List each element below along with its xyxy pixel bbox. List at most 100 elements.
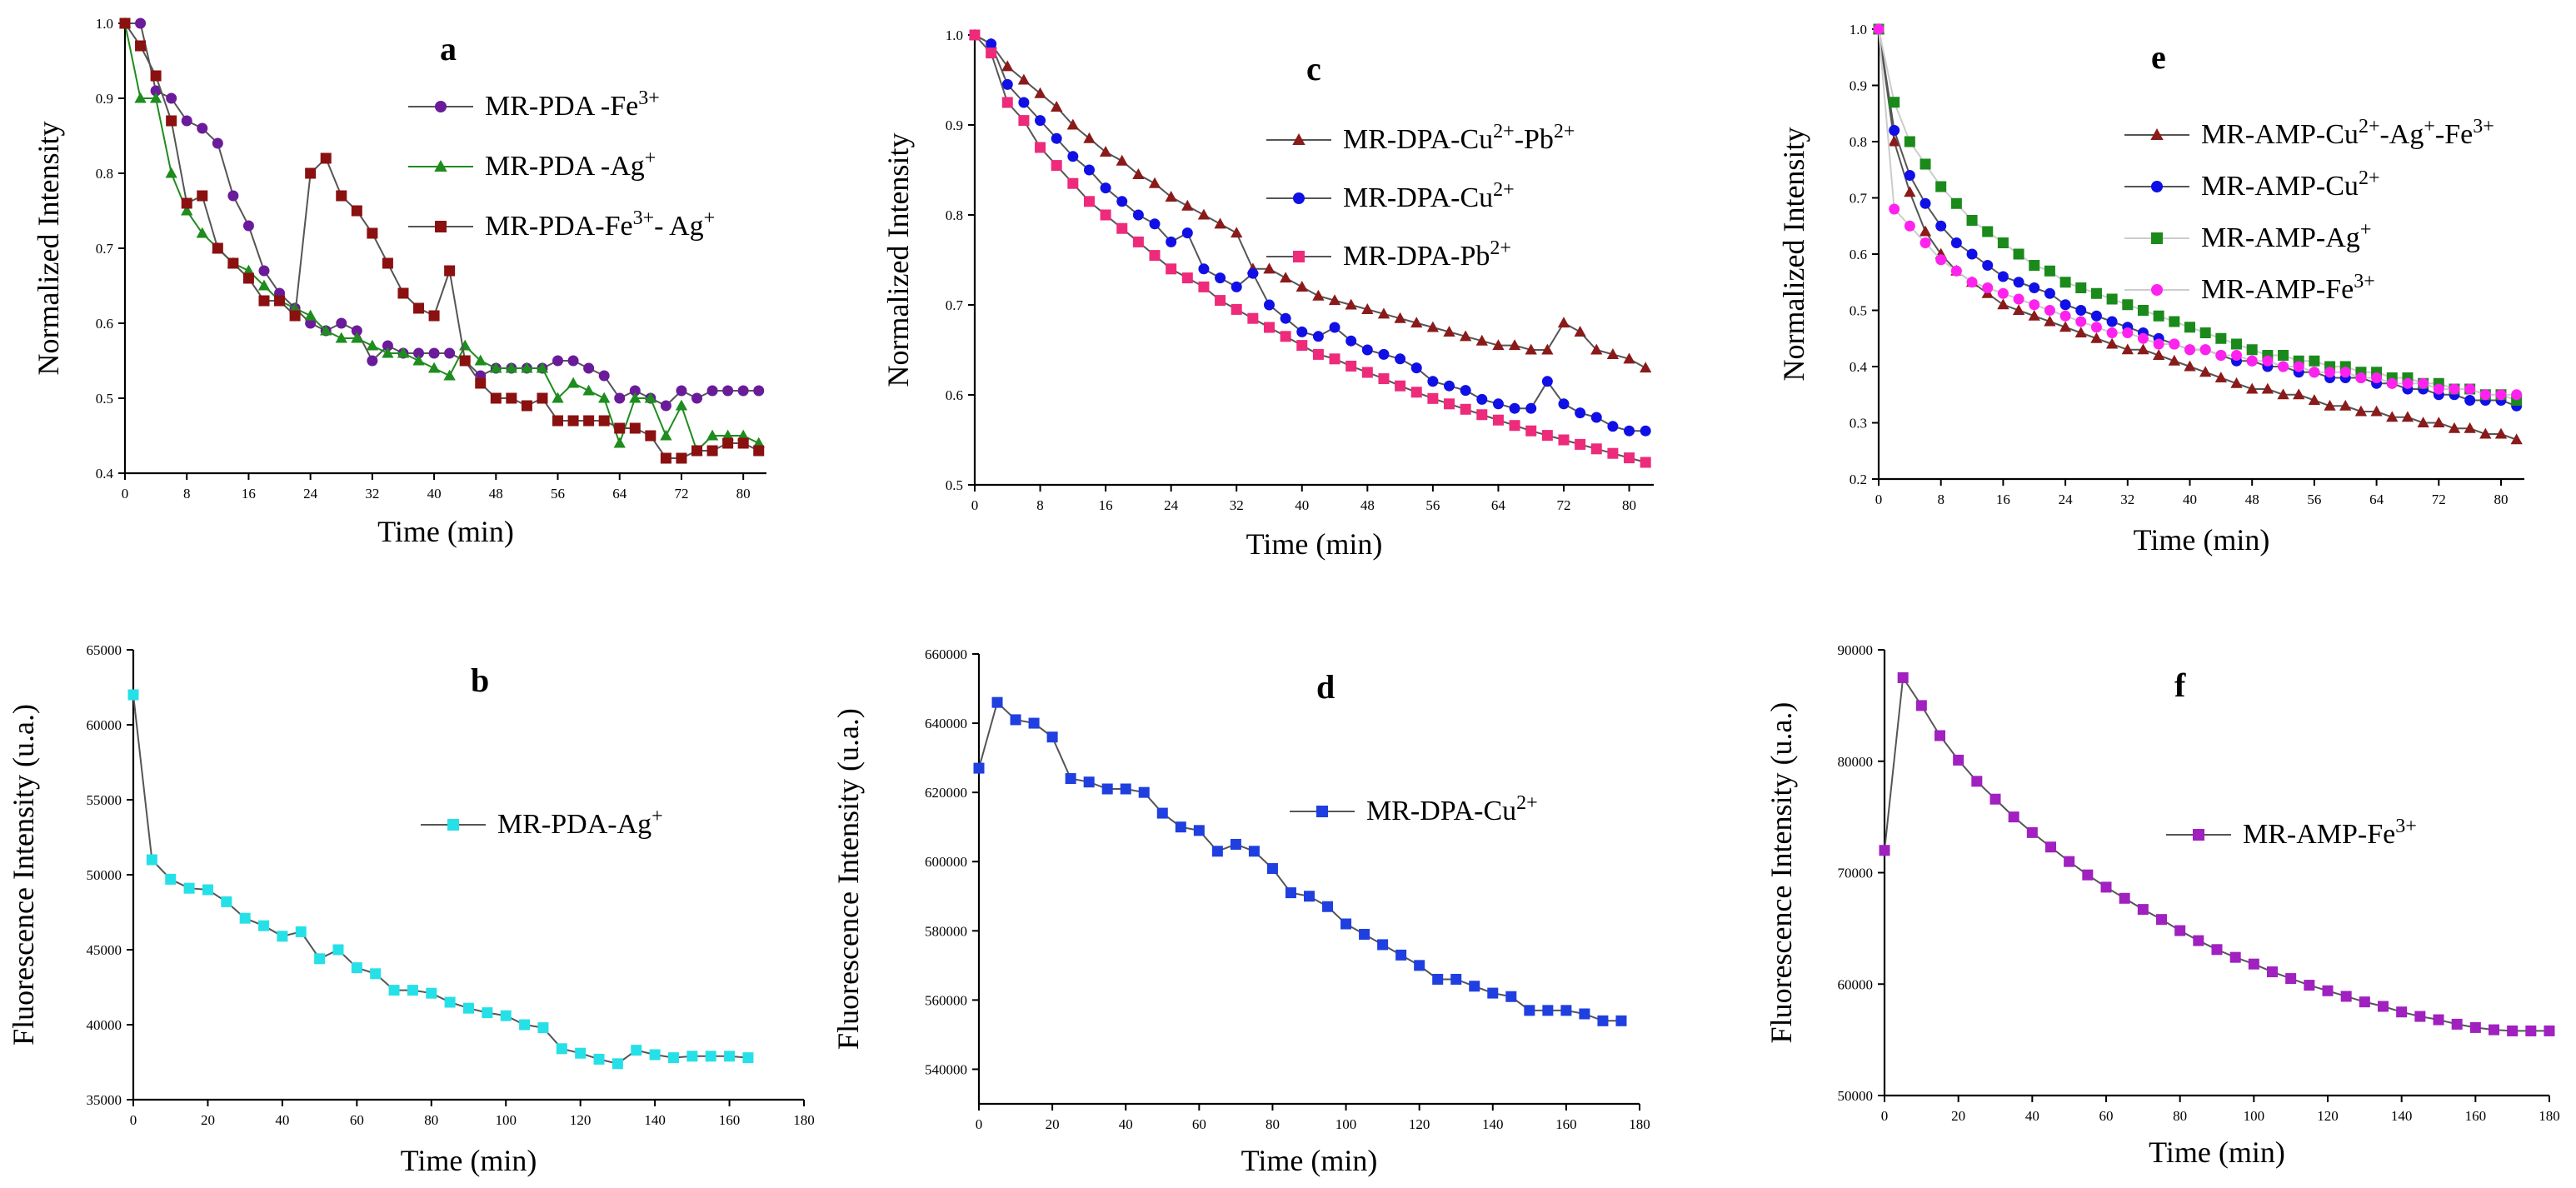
data-point	[444, 265, 456, 277]
data-point	[1181, 272, 1193, 284]
data-point	[1230, 838, 1241, 850]
data-point	[1051, 100, 1063, 112]
y-tick-label: 55000	[87, 792, 122, 808]
data-point	[1377, 939, 1389, 951]
data-point	[1997, 287, 2009, 299]
x-tick-label: 140	[2391, 1108, 2413, 1124]
data-point	[1198, 263, 1210, 275]
legend-marker	[435, 101, 447, 112]
data-point	[1035, 115, 1046, 127]
data-point	[2119, 892, 2130, 904]
data-point	[1280, 312, 1291, 324]
x-tick-label: 56	[1425, 497, 1440, 513]
data-point	[1247, 312, 1259, 324]
data-point	[2370, 405, 2383, 417]
data-point	[598, 415, 610, 427]
data-point	[1607, 447, 1619, 459]
x-tick-label: 80	[1266, 1116, 1280, 1132]
data-point	[2029, 282, 2040, 293]
data-point	[1018, 115, 1030, 127]
data-point	[2246, 382, 2259, 394]
data-point	[2059, 277, 2071, 288]
data-point	[1525, 402, 1537, 414]
x-tick-label: 140	[644, 1112, 666, 1128]
data-point	[382, 347, 394, 358]
data-point	[1904, 186, 1916, 197]
data-point	[2184, 360, 2196, 372]
data-point	[973, 762, 985, 774]
data-point	[1377, 307, 1390, 319]
x-tick-label: 48	[2245, 492, 2259, 507]
data-point	[567, 355, 579, 367]
data-point	[146, 854, 157, 866]
data-point	[1231, 227, 1243, 238]
data-point	[1624, 452, 1635, 464]
data-point	[2304, 980, 2315, 991]
data-point	[1475, 334, 1488, 346]
x-tick-label: 16	[1099, 497, 1113, 513]
data-point	[691, 445, 703, 457]
data-point	[135, 17, 147, 29]
data-point	[1193, 825, 1205, 836]
y-tick-label: 0.6	[946, 387, 963, 403]
data-point	[537, 1022, 549, 1034]
data-point	[1116, 154, 1128, 166]
x-tick-label: 0	[971, 497, 979, 513]
data-point	[2012, 304, 2025, 316]
data-point	[227, 190, 239, 202]
data-point	[2174, 925, 2186, 936]
data-point	[295, 926, 307, 937]
data-point	[258, 920, 270, 931]
legend-marker	[2151, 232, 2163, 244]
data-point	[2013, 248, 2024, 260]
data-point	[2278, 350, 2289, 361]
data-point	[1116, 196, 1128, 207]
data-point	[1120, 783, 1131, 795]
data-point	[426, 987, 437, 999]
x-tick-label: 20	[1951, 1108, 1965, 1124]
data-point	[2261, 382, 2274, 394]
y-axis-title: Fluorescence Intensity (u.a.)	[831, 708, 865, 1050]
data-point	[1982, 260, 1994, 271]
data-point	[2137, 343, 2149, 355]
data-point	[753, 445, 765, 457]
data-point	[676, 385, 687, 397]
x-tick-label: 180	[2539, 1108, 2560, 1124]
data-point	[2156, 914, 2167, 926]
data-point	[1597, 1015, 1609, 1026]
data-point	[2309, 355, 2320, 367]
x-tick-label: 72	[2432, 492, 2446, 507]
x-axis-title: Time (min)	[2134, 523, 2270, 557]
data-point	[1873, 23, 1885, 35]
data-point	[660, 400, 671, 412]
data-point	[127, 689, 139, 701]
data-point	[1345, 298, 1357, 310]
data-point	[645, 430, 656, 442]
data-point	[1897, 671, 1909, 683]
data-point	[1509, 402, 1520, 414]
data-point	[2044, 305, 2055, 316]
data-point	[2433, 383, 2444, 395]
x-tick-label: 160	[719, 1112, 741, 1128]
data-point	[583, 362, 595, 374]
data-point	[351, 332, 363, 343]
data-point	[521, 400, 532, 412]
data-point	[753, 385, 765, 397]
legend-label: MR-PDA -Ag+	[485, 147, 656, 182]
data-point	[1560, 1005, 1572, 1016]
data-point	[166, 92, 177, 104]
data-point	[1132, 236, 1144, 247]
data-point	[1966, 277, 1978, 288]
y-tick-label: 0.7	[96, 241, 114, 257]
data-point	[706, 429, 719, 441]
x-tick-label: 60	[350, 1112, 364, 1128]
y-tick-label: 0.8	[96, 166, 113, 182]
x-tick-label: 16	[242, 486, 256, 502]
data-point	[351, 205, 362, 217]
data-point	[1065, 773, 1076, 785]
data-point	[629, 385, 641, 397]
data-point	[1997, 237, 2009, 248]
data-point	[444, 996, 456, 1008]
data-point	[1919, 225, 1932, 237]
data-point	[1395, 353, 1406, 365]
